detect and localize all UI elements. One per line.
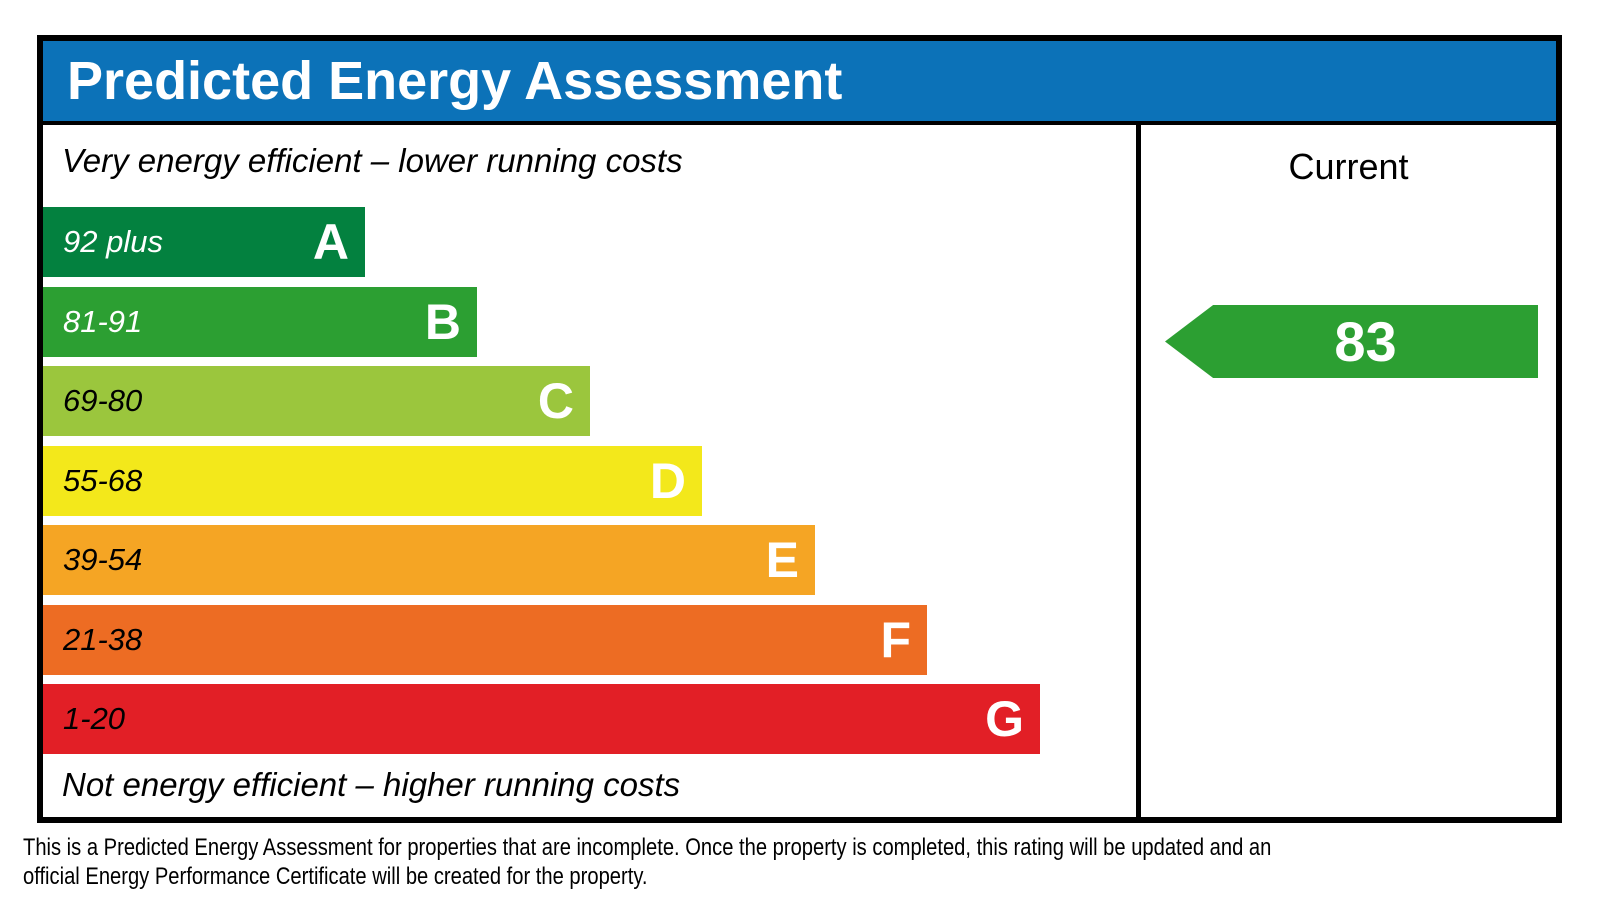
band-b-range: 81-91 [63, 303, 143, 339]
band-g-range: 1-20 [63, 701, 126, 736]
band-f: 21-38 F [43, 604, 927, 675]
page-title: Predicted Energy Assessment [67, 51, 843, 111]
band-b-letter: B [424, 293, 461, 350]
band-a: 92 plus A [43, 207, 365, 277]
footer-line-1: This is a Predicted Energy Assessment fo… [23, 834, 1272, 861]
current-rating-value: 83 [1334, 310, 1397, 373]
top-efficiency-note: Very energy efficient – lower running co… [62, 142, 683, 179]
footer-disclaimer: This is a Predicted Energy Assessment fo… [23, 833, 1509, 891]
band-d: 55-68 D [43, 445, 702, 516]
band-e: 39-54 E [43, 525, 815, 595]
band-a-letter: A [312, 214, 349, 270]
band-e-range: 39-54 [63, 542, 143, 577]
bottom-efficiency-note: Not energy efficient – higher running co… [62, 766, 681, 803]
band-b: 81-91 B [43, 286, 477, 357]
band-f-range: 21-38 [63, 621, 143, 657]
current-column-header: Current [1288, 146, 1409, 187]
panel-divider [1136, 125, 1141, 817]
chart-header: Predicted Energy Assessment [43, 41, 1556, 125]
footer-line-2: official Energy Performance Certificate … [23, 863, 648, 890]
band-g-letter: G [985, 691, 1024, 747]
band-g: 1-20 G [43, 684, 1040, 754]
band-c-letter: C [537, 373, 574, 429]
band-d-range: 55-68 [63, 462, 143, 498]
band-f-letter: F [880, 611, 911, 668]
current-rating-arrow: 83 [1165, 305, 1538, 378]
band-e-letter: E [765, 532, 799, 588]
band-a-range: 92 plus [63, 224, 163, 259]
band-d-letter: D [649, 452, 686, 509]
band-c-range: 69-80 [63, 383, 143, 418]
band-c: 69-80 C [43, 366, 590, 436]
